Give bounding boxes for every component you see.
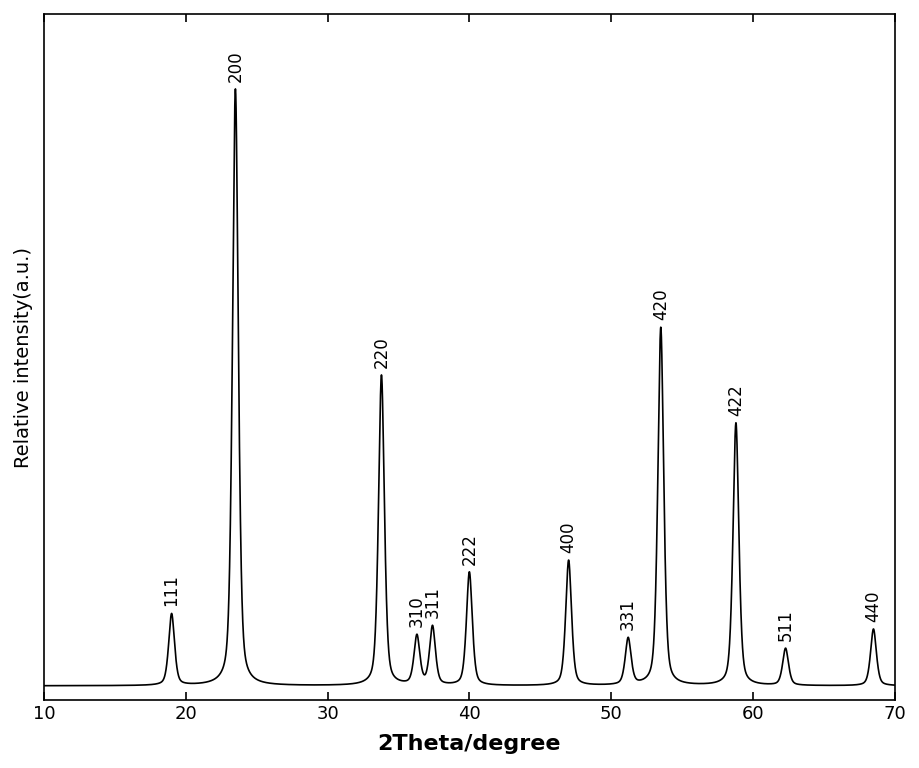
Text: 222: 222 <box>460 533 478 564</box>
Text: 311: 311 <box>423 586 441 618</box>
Text: 400: 400 <box>559 521 577 553</box>
Y-axis label: Relative intensity(a.u.): Relative intensity(a.u.) <box>14 247 33 468</box>
Text: 331: 331 <box>618 598 637 630</box>
Text: 440: 440 <box>864 591 881 622</box>
X-axis label: 2Theta/degree: 2Theta/degree <box>377 734 561 754</box>
Text: 422: 422 <box>726 384 744 415</box>
Text: 420: 420 <box>651 289 669 320</box>
Text: 111: 111 <box>163 574 180 606</box>
Text: 511: 511 <box>776 609 794 641</box>
Text: 200: 200 <box>226 50 244 81</box>
Text: 310: 310 <box>407 595 425 627</box>
Text: 220: 220 <box>372 336 390 368</box>
